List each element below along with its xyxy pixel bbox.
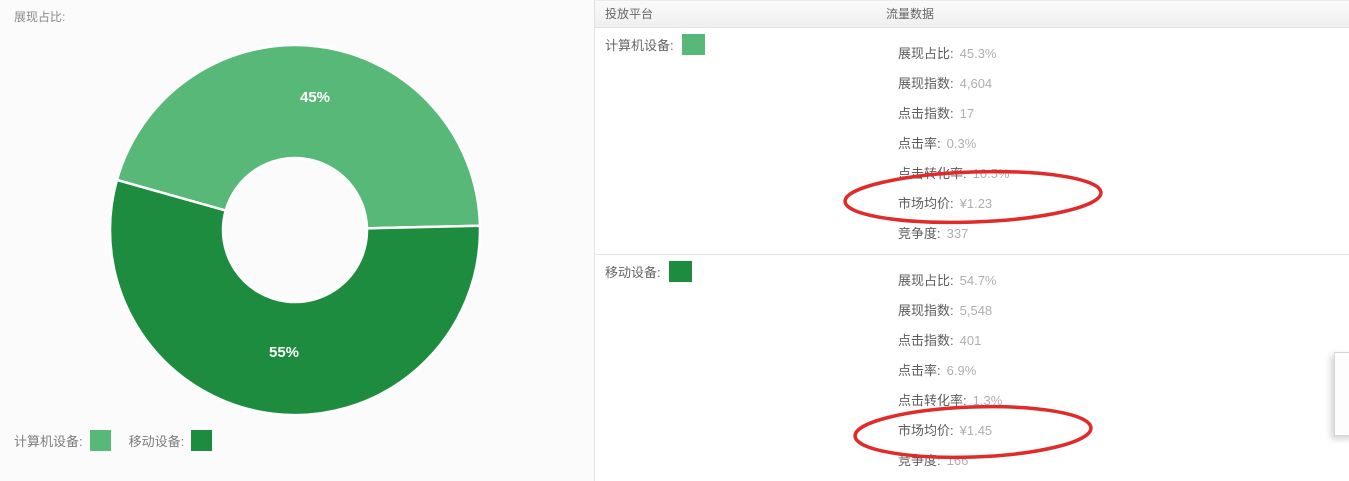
series-swatch-mobile [668, 261, 692, 282]
legend-item-mobile[interactable]: 移动设备: [129, 430, 213, 451]
stat-click-rate: 点击率: 6.9% [898, 363, 977, 378]
stat-click-conversion-rate: 点击转化率: 10.5% [898, 166, 1010, 181]
chart-title: 展现占比: [14, 10, 66, 24]
column-header-traffic: 流量数据 [886, 7, 935, 21]
stat-market-avg-price: 市场均价: ¥1.45 [898, 423, 993, 438]
stat-market-avg-price: 市场均价: ¥1.23 [898, 196, 993, 211]
stat-competition: 竞争度: 166 [898, 453, 969, 468]
donut-slice-computer[interactable] [115, 43, 482, 230]
platform-label: 移动设备: [605, 265, 661, 280]
table-row-computer: 计算机设备: 展现占比: 45.3% 展现指数: 4,604 点击指数: 17 点击率… [595, 28, 1349, 255]
popup-fragment [1334, 352, 1349, 436]
stat-click-rate: 点击率: 0.3% [898, 136, 977, 151]
platform-label: 计算机设备: [605, 38, 674, 53]
stat-click-conversion-rate: 点击转化率: 1.3% [898, 393, 1003, 408]
stat-impression-index: 展现指数: 4,604 [898, 76, 993, 91]
stat-click-index: 点击指数: 17 [898, 106, 975, 121]
donut-slice-mobile[interactable] [108, 178, 482, 417]
stat-impression-index: 展现指数: 5,548 [898, 303, 993, 318]
slice-label-computer: 45% [300, 89, 330, 106]
legend-item-computer[interactable]: 计算机设备: [14, 430, 111, 451]
platform-cell: 计算机设备: [605, 34, 705, 55]
table-row-mobile: 移动设备: 展现占比: 54.7% 展现指数: 5,548 点击指数: 401 点击率… [595, 255, 1349, 480]
slice-label-mobile: 55% [269, 344, 299, 361]
column-header-platform: 投放平台 [605, 7, 654, 21]
stats-list: 展现占比: 54.7% 展现指数: 5,548 点击指数: 401 点击率: 6.9% … [898, 266, 1002, 476]
stat-click-index: 点击指数: 401 [898, 333, 982, 348]
table-header: 投放平台 流量数据 [595, 0, 1349, 28]
stat-competition: 竞争度: 337 [898, 226, 969, 241]
legend-swatch-mobile [191, 430, 213, 451]
stat-impression-share: 展现占比: 54.7% [898, 273, 997, 288]
chart-legend: 计算机设备: 移动设备: [14, 430, 230, 451]
stat-impression-share: 展现占比: 45.3% [898, 46, 997, 61]
platform-cell: 移动设备: [605, 261, 692, 282]
stats-list: 展现占比: 45.3% 展现指数: 4,604 点击指数: 17 点击率: 0.3% 点… [898, 39, 1010, 249]
legend-label: 移动设备: [128, 434, 185, 449]
legend-swatch-computer [89, 430, 111, 451]
chart-panel: 展现占比: 45% 55% 计算机设备: 移动设备: [0, 0, 594, 481]
series-swatch-computer [681, 34, 705, 55]
traffic-table: 投放平台 流量数据 计算机设备: 展现占比: 45.3% 展现指数: 4,604 点… [594, 0, 1349, 481]
legend-label: 计算机设备: [14, 434, 83, 449]
donut-chart: 45% 55% [108, 43, 482, 417]
